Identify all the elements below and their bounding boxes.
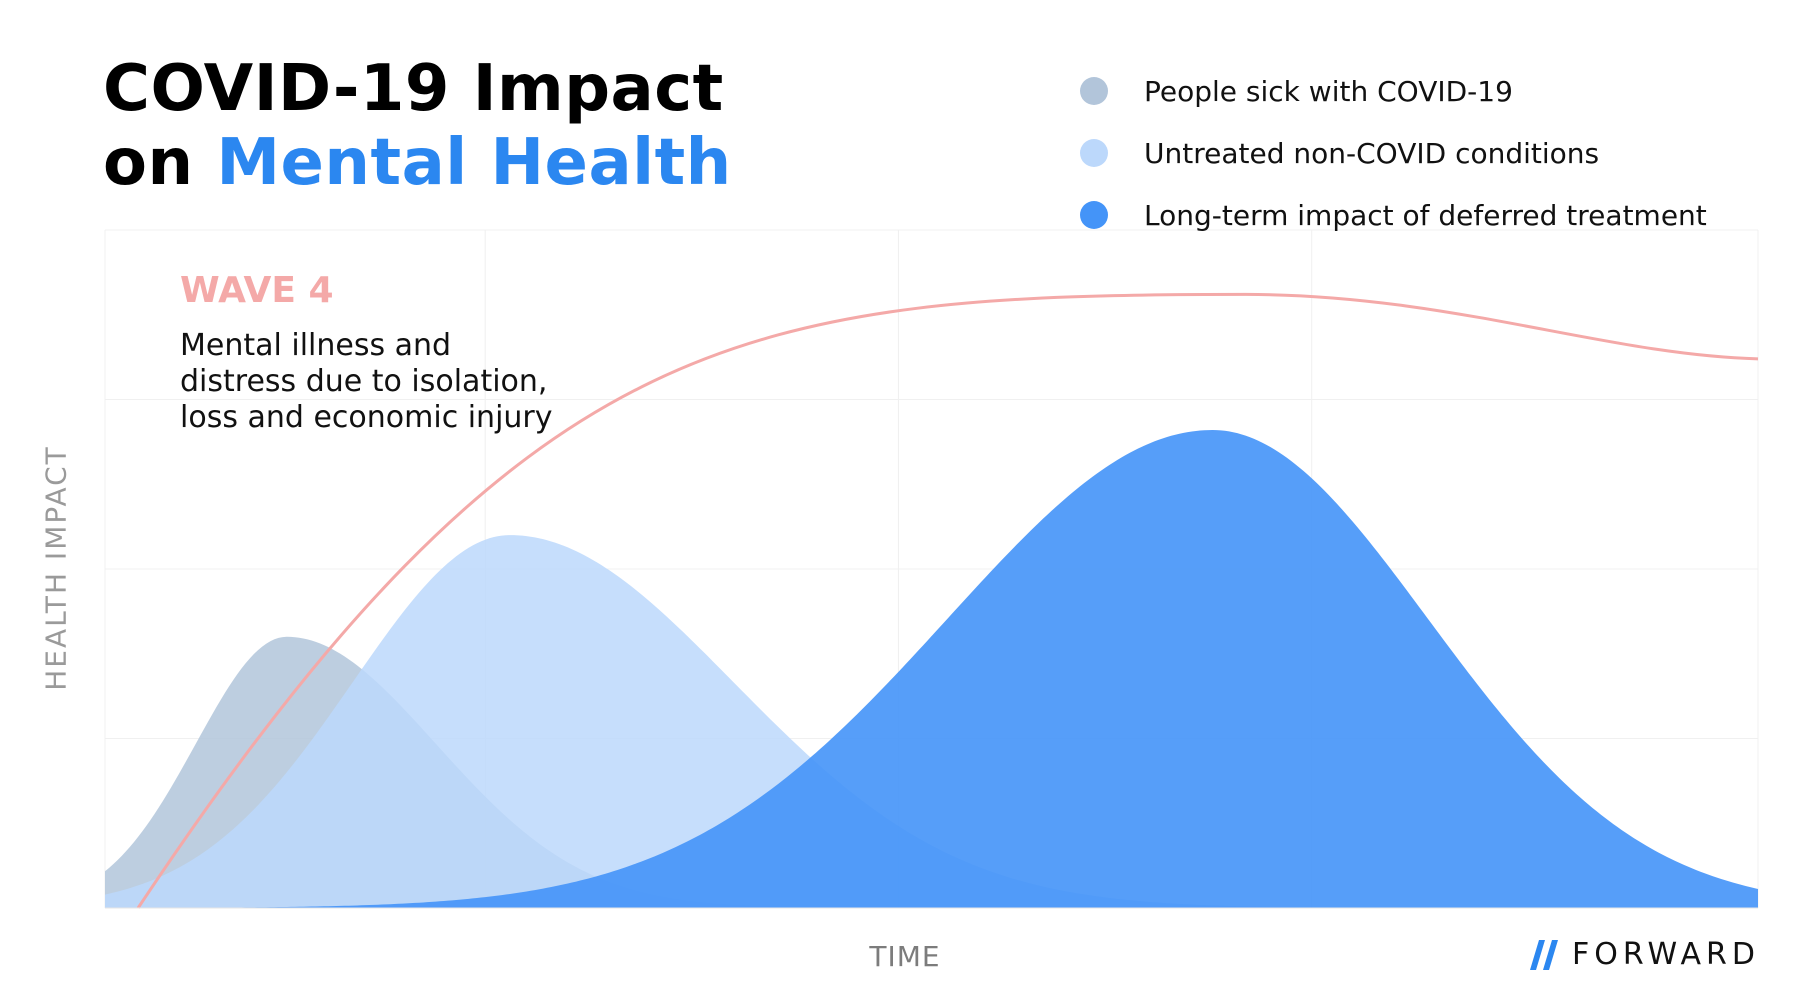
legend-dot-untreated <box>1080 139 1108 167</box>
title-line-2-prefix: on <box>103 126 217 200</box>
legend-dot-covid <box>1080 77 1108 105</box>
wave-4-line <box>136 292 1759 909</box>
forward-slash-icon <box>1530 939 1558 970</box>
title-line-2: on Mental Health <box>103 126 732 200</box>
legend-label-covid: People sick with COVID-19 <box>1144 74 1513 108</box>
legend-item-untreated: Untreated non-COVID conditions <box>1080 122 1707 184</box>
area-long-term-impact <box>105 430 1758 908</box>
brand-name: FORWARD <box>1572 937 1760 972</box>
annotation-line-1: Mental illness and <box>180 328 452 363</box>
x-axis-label: TIME <box>869 940 941 973</box>
legend: People sick with COVID-19 Untreated non-… <box>1080 60 1707 246</box>
area-untreated-conditions <box>105 535 1758 908</box>
chart-title: COVID-19 Impact on Mental Health <box>103 52 732 200</box>
annotation-line-3: loss and economic injury <box>180 400 553 435</box>
annotation-body: Mental illness and distress due to isola… <box>180 328 553 436</box>
legend-label-long-term: Long-term impact of deferred treatment <box>1144 198 1707 232</box>
title-line-1: COVID-19 Impact <box>103 52 724 126</box>
legend-label-untreated: Untreated non-COVID conditions <box>1144 136 1600 170</box>
annotation-line-2: distress due to isolation, <box>180 364 548 399</box>
title-line-2-accent: Mental Health <box>216 126 732 200</box>
brand-logo: FORWARD <box>1530 937 1760 972</box>
legend-item-covid: People sick with COVID-19 <box>1080 60 1707 122</box>
legend-item-long-term: Long-term impact of deferred treatment <box>1080 184 1707 246</box>
legend-dot-long-term <box>1080 201 1108 229</box>
annotation-title: WAVE 4 <box>180 270 334 311</box>
y-axis-label: HEALTH IMPACT <box>39 445 73 691</box>
